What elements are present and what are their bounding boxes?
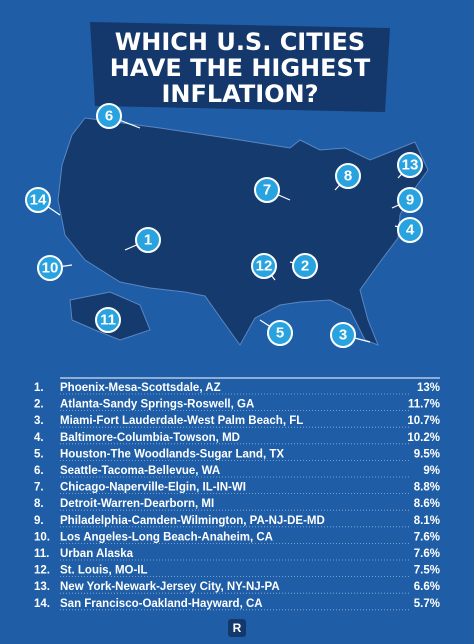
- row-city: Urban Alaska: [60, 548, 134, 560]
- pin: [96, 103, 122, 129]
- row-value: 13%: [417, 382, 440, 394]
- row-rank: 11.: [34, 548, 49, 560]
- pin-label: 7: [263, 182, 271, 199]
- row-rank: 2.: [34, 399, 44, 411]
- pin: [37, 255, 63, 281]
- row-value: 8.1%: [414, 515, 440, 527]
- row-value: 11.7%: [408, 399, 440, 411]
- pin: [397, 152, 423, 178]
- row-city: Philadelphia-Camden-Wilmington, PA-NJ-DE…: [60, 515, 325, 527]
- row-rank: 10.: [34, 531, 50, 543]
- pin-label: 3: [339, 327, 347, 344]
- title-line: HAVE THE HIGHEST: [110, 54, 371, 82]
- row-city: Miami-Fort Lauderdale-West Palm Beach, F…: [60, 415, 303, 427]
- pin: [397, 217, 423, 243]
- row-rank: 3.: [34, 415, 44, 427]
- pin-label: 2: [301, 258, 309, 275]
- row-city: Los Angeles-Long Beach-Anaheim, CA: [60, 531, 273, 543]
- pin-label: 8: [344, 168, 352, 185]
- row-value: 9.5%: [414, 448, 440, 460]
- pin-label: 4: [406, 222, 415, 239]
- pin-label: 14: [30, 192, 47, 209]
- row-city: Phoenix-Mesa-Scottsdale, AZ: [60, 382, 221, 394]
- row-city: New York-Newark-Jersey City, NY-NJ-PA: [60, 581, 280, 593]
- row-value: 8.6%: [414, 498, 440, 510]
- pin-label: 12: [256, 258, 273, 275]
- pin-label: 9: [406, 192, 414, 209]
- pin: [397, 187, 423, 213]
- row-value: 5.7%: [414, 598, 440, 610]
- pin-label: 5: [276, 325, 284, 342]
- row-rank: 9.: [34, 515, 44, 527]
- logo: R: [233, 621, 242, 635]
- pin: [335, 163, 361, 189]
- row-value: 10.7%: [407, 415, 440, 427]
- row-rank: 1.: [34, 382, 44, 394]
- row-city: St. Louis, MO-IL: [60, 565, 148, 577]
- row-city: Atlanta-Sandy Springs-Roswell, GA: [60, 399, 254, 411]
- row-city: San Francisco-Oakland-Hayward, CA: [60, 598, 263, 610]
- row-city: Houston-The Woodlands-Sugar Land, TX: [60, 448, 284, 460]
- pin: [25, 187, 51, 213]
- row-city: Seattle-Tacoma-Bellevue, WA: [60, 465, 220, 477]
- row-rank: 6.: [34, 465, 44, 477]
- pin-label: 6: [105, 108, 113, 125]
- row-rank: 5.: [34, 448, 44, 460]
- title-banner: [90, 22, 390, 112]
- row-city: Detroit-Warren-Dearborn, MI: [60, 498, 214, 510]
- pin: [292, 253, 318, 279]
- pin: [330, 322, 356, 348]
- row-value: 9%: [423, 465, 440, 477]
- row-city: Chicago-Naperville-Elgin, IL-IN-WI: [60, 482, 246, 494]
- row-city: Baltimore-Columbia-Towson, MD: [60, 432, 240, 444]
- title-line: INFLATION?: [161, 80, 318, 108]
- row-value: 10.2%: [407, 432, 440, 444]
- row-value: 7.5%: [414, 565, 440, 577]
- pin: [135, 227, 161, 253]
- row-rank: 7.: [34, 482, 44, 494]
- row-rank: 12.: [34, 565, 50, 577]
- row-rank: 8.: [34, 498, 44, 510]
- pin-label: 11: [100, 312, 116, 329]
- row-rank: 14.: [34, 598, 50, 610]
- pin-label: 1: [144, 232, 152, 249]
- logo-box: [228, 619, 246, 637]
- pin: [95, 307, 121, 333]
- pin: [254, 177, 280, 203]
- row-value: 6.6%: [414, 581, 440, 593]
- row-value: 8.8%: [414, 482, 440, 494]
- pin-label: 10: [42, 260, 59, 277]
- title-line: WHICH U.S. CITIES: [115, 28, 365, 56]
- pin-label: 13: [402, 157, 419, 174]
- row-rank: 4.: [34, 432, 44, 444]
- row-rank: 13.: [34, 581, 50, 593]
- pin: [251, 253, 277, 279]
- row-value: 7.6%: [414, 548, 440, 560]
- row-value: 7.6%: [414, 531, 440, 543]
- pin: [267, 320, 293, 346]
